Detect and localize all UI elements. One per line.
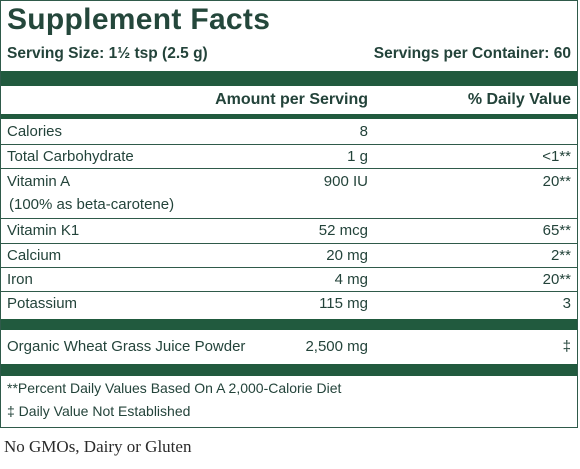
nutrient-dv: 20** [542, 271, 571, 288]
panel-title: Supplement Facts [7, 3, 271, 36]
ingredient-amount: 2,500 mg [305, 338, 368, 355]
nutrient-dv: 20** [542, 173, 571, 190]
nutrient-amount: 20 mg [326, 247, 368, 264]
row-divider [1, 267, 577, 268]
row-divider [1, 218, 577, 219]
row-divider [1, 144, 577, 145]
footnote-dv-not-established: ‡ Daily Value Not Established [7, 403, 191, 419]
supplement-facts-panel: Supplement Facts Serving Size: 1½ tsp (2… [0, 0, 578, 428]
nutrient-amount: 115 mg [319, 295, 368, 312]
nutrient-amount: 900 IU [323, 173, 368, 190]
row-divider [1, 168, 577, 169]
nutrient-dv: 2** [550, 247, 571, 264]
row-divider [1, 243, 577, 244]
nutrient-dv: 65** [542, 222, 571, 239]
nutrient-name: Vitamin K1 [7, 222, 80, 239]
ingredient-name: Organic Wheat Grass Juice Powder [7, 338, 246, 355]
nutrient-amount: 4 mg [334, 271, 368, 288]
nutrient-name: Calcium [7, 247, 62, 264]
ingredient-dv: ‡ [562, 338, 571, 355]
nutrient-name: Vitamin A [7, 173, 71, 190]
nutrient-name: Potassium [7, 295, 78, 312]
header-divider [1, 114, 577, 119]
nutrient-name: Total Carbohydrate [7, 148, 134, 165]
thick-divider [1, 319, 577, 330]
footnote-percent-dv: **Percent Daily Values Based On A 2,000-… [7, 380, 342, 396]
header-amount: Amount per Serving [215, 91, 368, 108]
header-daily-value: % Daily Value [467, 91, 571, 108]
product-tagline: No GMOs, Dairy or Gluten [4, 437, 192, 456]
nutrient-amount: 52 mcg [318, 222, 368, 239]
thick-divider [1, 71, 577, 86]
thick-divider [1, 364, 577, 376]
nutrient-note: (100% as beta-carotene) [9, 196, 175, 213]
serving-size: Serving Size: 1½ tsp (2.5 g) [7, 45, 208, 62]
servings-per-container: Servings per Container: 60 [373, 45, 571, 62]
nutrient-dv: <1** [542, 148, 571, 165]
nutrient-amount: 8 [359, 123, 368, 140]
nutrient-name: Iron [7, 271, 33, 288]
nutrient-amount: 1 g [347, 148, 368, 165]
row-divider [1, 291, 577, 292]
nutrient-dv: 3 [562, 295, 571, 312]
nutrient-name: Calories [7, 123, 63, 140]
